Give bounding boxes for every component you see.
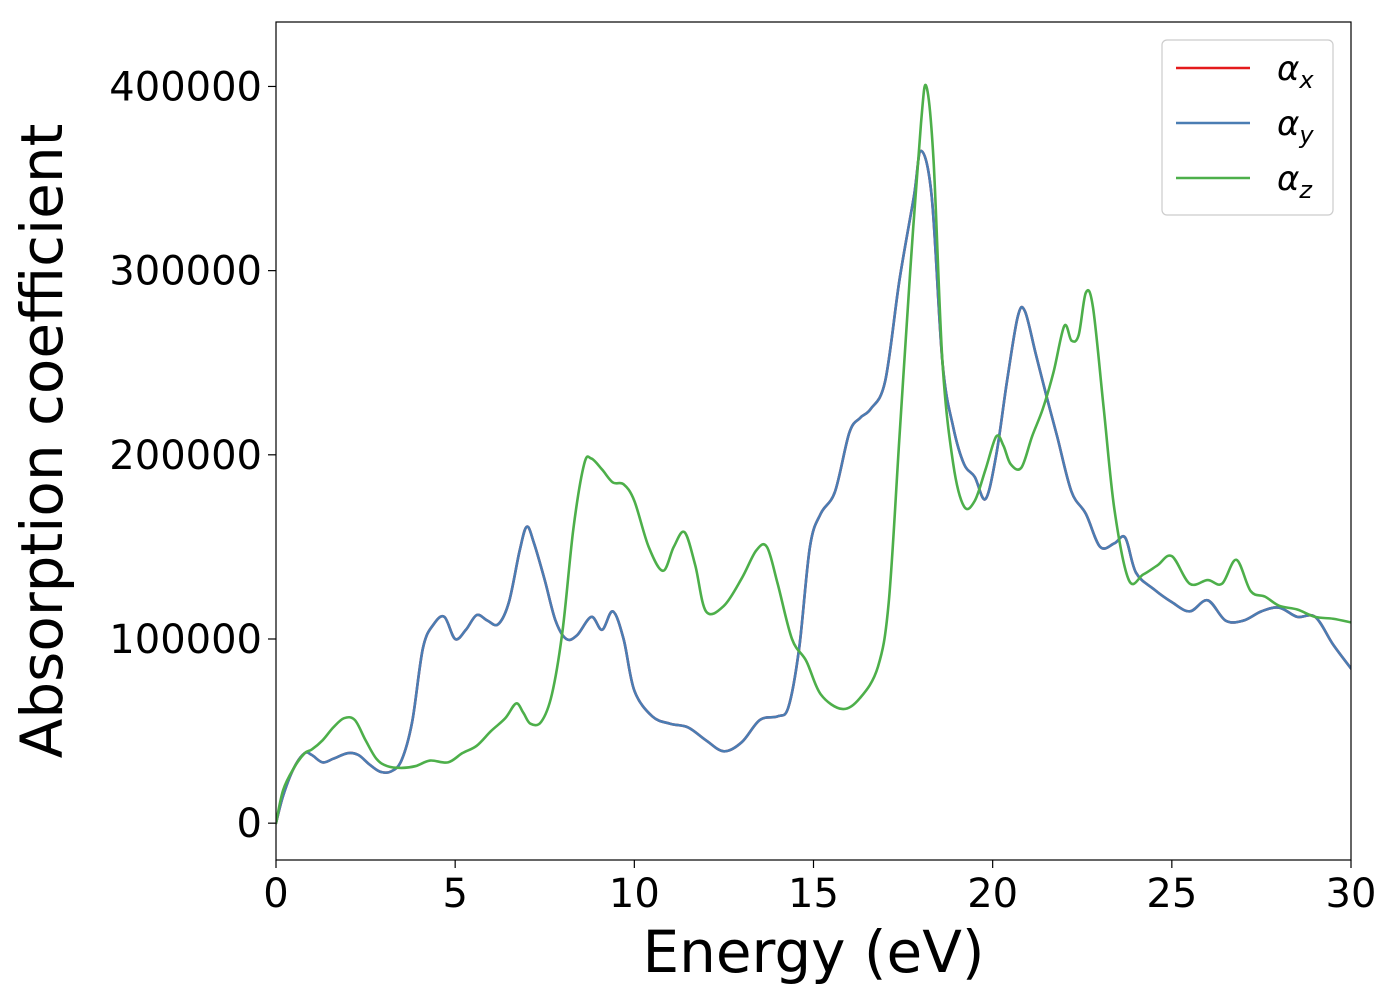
y-tick-label: 300000	[109, 249, 262, 295]
legend-label-alpha-y: αy	[1277, 104, 1314, 149]
legend-label-alpha-x: αx	[1277, 49, 1314, 94]
ticks-layer: 0 5 10 15 20 25 30 0 100000 200000 300000 400000	[109, 64, 1376, 917]
y-tick-label: 0	[237, 801, 262, 847]
y-tick-label: 400000	[109, 64, 262, 110]
series-layer	[276, 83, 1351, 825]
y-tick-label: 200000	[109, 433, 262, 479]
x-tick-label: 20	[967, 871, 1018, 917]
y-tick-label: 100000	[109, 617, 262, 663]
x-tick-label: 10	[609, 871, 660, 917]
x-tick-label: 15	[788, 871, 839, 917]
x-axis-label: Energy (eV)	[642, 918, 984, 986]
x-tick-label: 0	[263, 871, 288, 917]
series-line-alpha-z	[276, 83, 1351, 825]
series-line-alpha-x	[276, 149, 1351, 825]
x-tick-label: 25	[1146, 871, 1197, 917]
legend-box	[1161, 39, 1334, 216]
series-line-alpha-y	[276, 149, 1351, 825]
y-axis-label: Absorption coefficient	[8, 124, 76, 759]
legend: αx αy αz	[1161, 39, 1334, 216]
legend-label-alpha-z: αz	[1277, 159, 1313, 204]
x-tick-label: 30	[1326, 871, 1377, 917]
x-tick-label: 5	[442, 871, 467, 917]
